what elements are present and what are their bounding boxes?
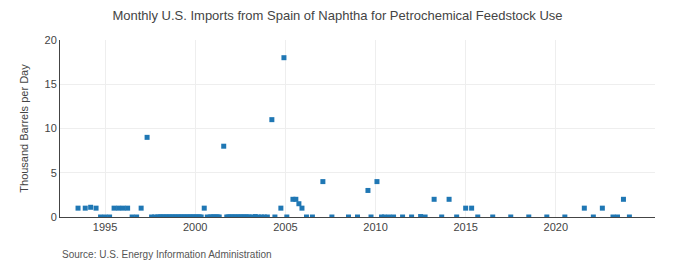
svg-text:10: 10 xyxy=(45,122,57,134)
svg-text:Source: U.S. Energy Informatio: Source: U.S. Energy Information Administ… xyxy=(62,249,272,260)
svg-text:Monthly U.S. Imports from Spai: Monthly U.S. Imports from Spain of Napht… xyxy=(112,8,562,23)
svg-text:2010: 2010 xyxy=(363,221,387,233)
svg-text:0: 0 xyxy=(51,211,57,223)
svg-text:2000: 2000 xyxy=(183,221,207,233)
svg-text:15: 15 xyxy=(45,78,57,90)
svg-text:Thousand Barrels per Day: Thousand Barrels per Day xyxy=(18,64,30,193)
svg-text:2015: 2015 xyxy=(453,221,477,233)
svg-text:1995: 1995 xyxy=(93,221,117,233)
svg-text:2020: 2020 xyxy=(544,221,568,233)
svg-text:2005: 2005 xyxy=(273,221,297,233)
svg-text:20: 20 xyxy=(45,34,57,46)
svg-text:5: 5 xyxy=(51,167,57,179)
